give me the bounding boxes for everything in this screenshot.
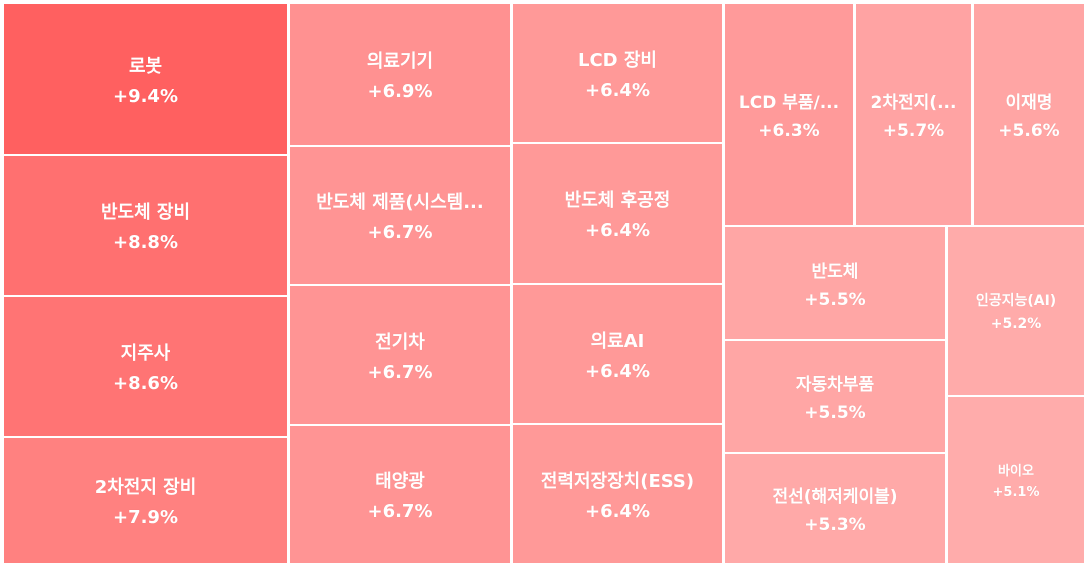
treemap-tile[interactable]: 자동차부품 +5.5%	[725, 341, 945, 452]
tile-name: 반도체	[811, 261, 859, 282]
tile-name: LCD 부품/...	[738, 93, 840, 113]
tile-change: +6.7%	[367, 501, 433, 522]
tile-name: 2차전지(...	[870, 93, 957, 113]
tile-name: 반도체 후공정	[564, 190, 671, 211]
tile-change: +6.7%	[367, 361, 433, 383]
treemap-tile[interactable]: 반도체 후공정 +6.4%	[513, 144, 722, 283]
tile-change: +5.3%	[804, 515, 866, 535]
tile-name: 전선(해저케이블)	[772, 487, 898, 507]
treemap-tile[interactable]: 반도체 제품(시스템... +6.7%	[290, 147, 510, 284]
tile-change: +6.7%	[367, 222, 433, 243]
tile-change: +6.3%	[758, 121, 820, 141]
tile-change: +8.6%	[112, 373, 178, 394]
tile-change: +5.7%	[882, 121, 945, 141]
treemap-tile[interactable]: 2차전지 장비 +7.9%	[4, 438, 287, 563]
tile-name: 이재명	[1005, 93, 1053, 113]
treemap-tile[interactable]: 반도체 +5.5%	[725, 227, 945, 339]
tile-name: 반도체 제품(시스템...	[316, 192, 484, 213]
tile-change: +5.1%	[992, 485, 1040, 500]
tile-name: 인공지능(AI)	[975, 293, 1057, 309]
treemap-tile[interactable]: LCD 장비 +6.4%	[513, 4, 722, 142]
tile-name: 의료AI	[590, 330, 645, 352]
treemap-tile[interactable]: 반도체 장비 +8.8%	[4, 156, 287, 295]
treemap-tile[interactable]: 인공지능(AI) +5.2%	[948, 227, 1084, 395]
treemap-tile[interactable]: 전선(해저케이블) +5.3%	[725, 454, 945, 563]
tile-name: 전력저장장치(ESS)	[540, 470, 695, 492]
treemap-tile[interactable]: 이재명 +5.6%	[974, 4, 1084, 225]
tile-name: 의료기기	[366, 51, 434, 72]
tile-change: +6.4%	[584, 220, 650, 241]
treemap-tile[interactable]: 의료AI +6.4%	[513, 285, 722, 423]
tile-change: +6.9%	[367, 81, 433, 102]
tile-change: +6.4%	[584, 500, 650, 522]
tile-change: +7.9%	[112, 507, 178, 528]
tile-change: +8.8%	[112, 232, 178, 253]
tile-change: +9.4%	[112, 85, 178, 107]
tile-name: 지주사	[120, 343, 171, 364]
tile-name: 로봇	[128, 55, 163, 77]
treemap-tile[interactable]: 지주사 +8.6%	[4, 297, 287, 436]
tile-name: LCD 장비	[577, 49, 657, 71]
treemap-tile[interactable]: 2차전지(... +5.7%	[856, 4, 971, 225]
tile-name: 자동차부품	[795, 375, 875, 395]
tile-name: 반도체 장비	[100, 202, 191, 223]
tile-change: +6.4%	[584, 360, 650, 382]
treemap-tile[interactable]: 바이오 +5.1%	[948, 397, 1084, 563]
tile-name: 2차전지 장비	[94, 477, 197, 498]
treemap-tile[interactable]: 의료기기 +6.9%	[290, 4, 510, 145]
tile-change: +5.5%	[804, 403, 866, 423]
treemap-tile[interactable]: 로봇 +9.4%	[4, 4, 287, 154]
tile-name: 태양광	[375, 471, 425, 492]
treemap-tile[interactable]: 태양광 +6.7%	[290, 426, 510, 563]
treemap-tile[interactable]: 전력저장장치(ESS) +6.4%	[513, 425, 722, 563]
treemap-tile[interactable]: LCD 부품/... +6.3%	[725, 4, 853, 225]
tile-name: 전기차	[375, 331, 425, 353]
tile-change: +5.6%	[998, 121, 1060, 141]
treemap-tile[interactable]: 전기차 +6.7%	[290, 286, 510, 424]
tile-change: +5.2%	[990, 316, 1042, 332]
tile-name: 바이오	[998, 464, 1034, 479]
tile-change: +5.5%	[804, 289, 866, 310]
tile-change: +6.4%	[584, 79, 650, 101]
